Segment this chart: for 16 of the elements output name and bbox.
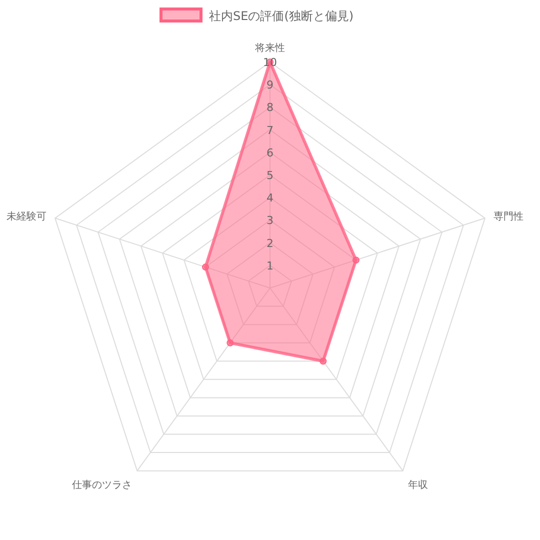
- y-tick-label: 6: [266, 146, 274, 160]
- y-tick-label: 1: [266, 259, 274, 272]
- spoke-label: 専門性: [494, 210, 524, 222]
- y-tick-label: 10: [263, 56, 277, 69]
- y-tick-label: 9: [266, 78, 274, 92]
- y-tick-label: 5: [266, 169, 274, 182]
- y-tick-label: 8: [266, 101, 274, 114]
- spoke-label: 年収: [408, 479, 428, 492]
- spoke-label: 仕事のツラさ: [72, 479, 132, 492]
- y-tick-label: 2: [266, 236, 274, 250]
- y-tick-label: 7: [266, 124, 274, 137]
- spoke-label: 将来性: [254, 42, 285, 54]
- y-tick-label: 3: [266, 214, 274, 228]
- spoke-label: 未経験可: [6, 210, 46, 222]
- y-tick-label: 4: [266, 192, 274, 205]
- legend-label: 社内SEの評価(独断と偏見): [209, 9, 354, 23]
